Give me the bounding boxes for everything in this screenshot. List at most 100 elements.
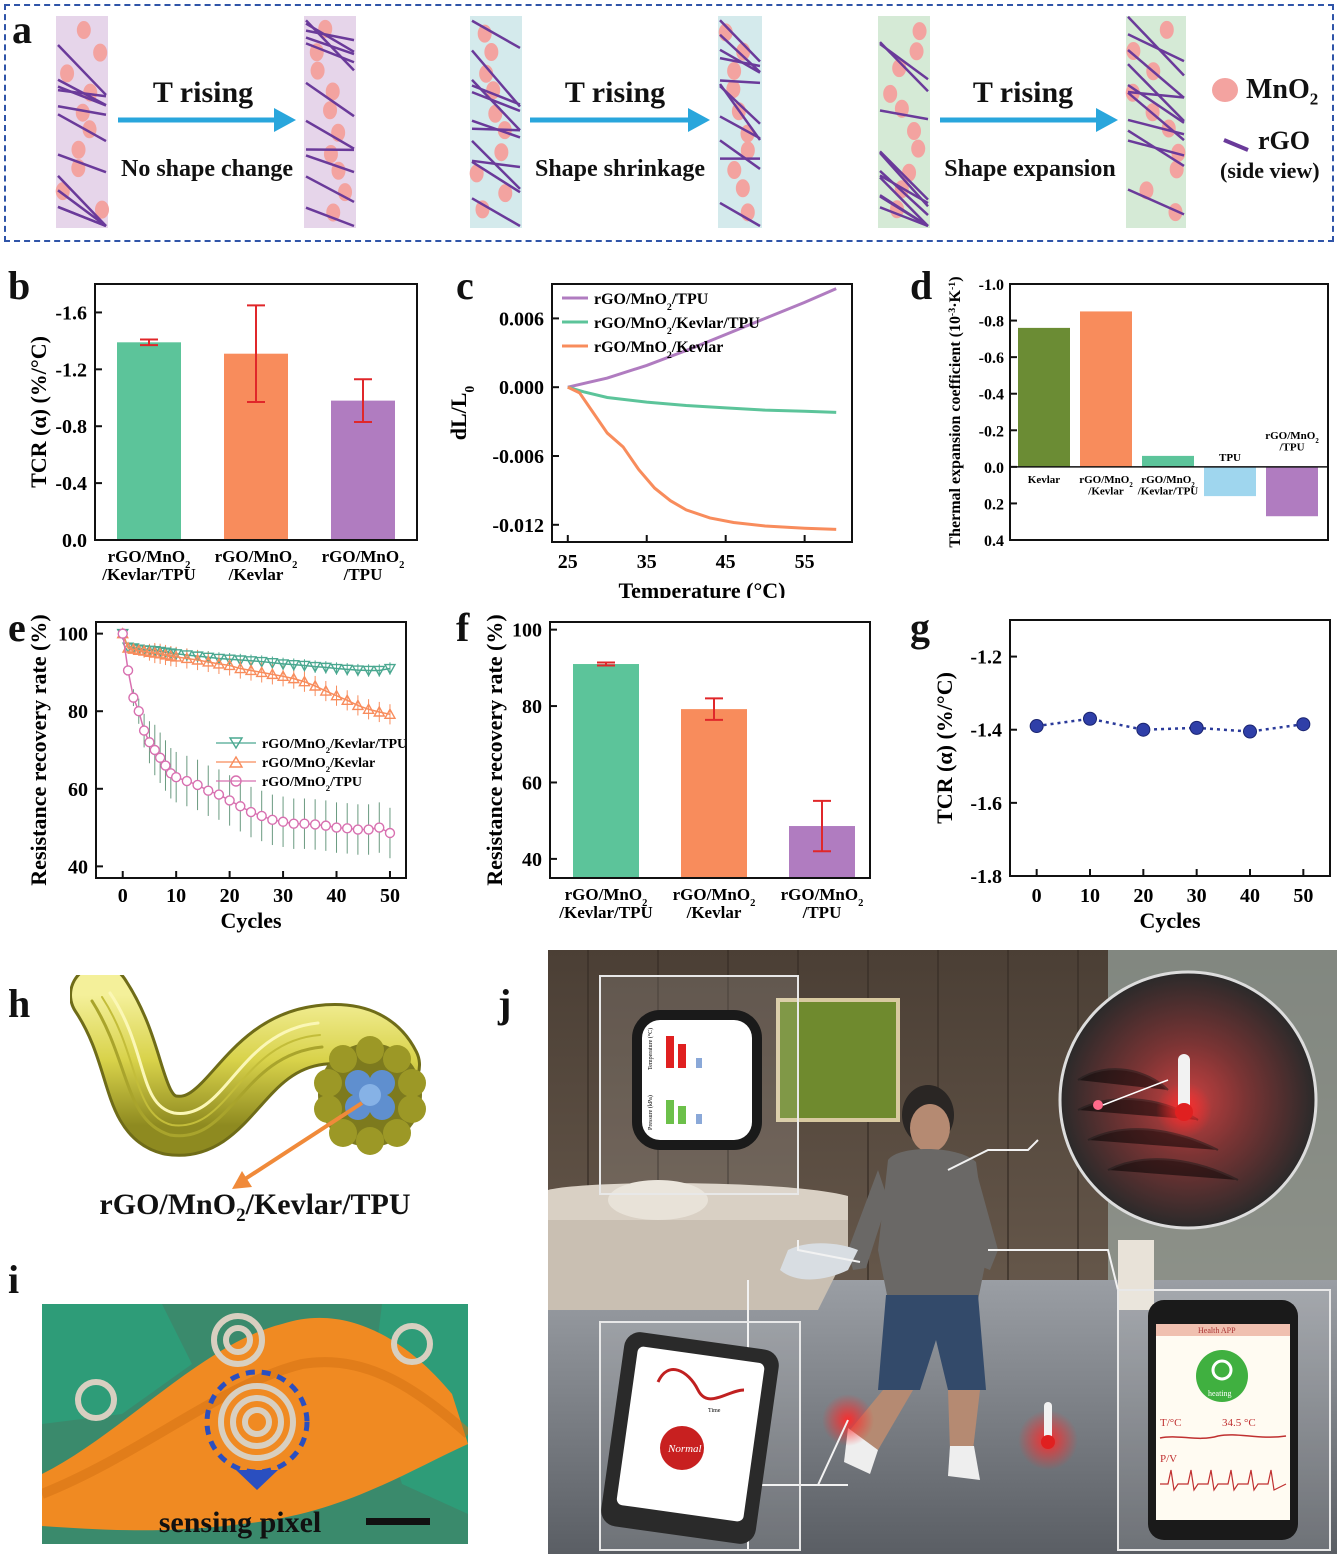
rgo-sheet (1127, 63, 1185, 122)
xtick-label: 50 (1293, 885, 1313, 907)
rgo-sheet (305, 29, 355, 42)
category-label-1: rGO/MnO2 (1079, 474, 1133, 489)
yarn-label: rGO/MnO2/Kevlar/TPU (99, 1188, 411, 1226)
rgo-sheet (305, 119, 355, 150)
ytick-label: -0.4 (979, 387, 1004, 404)
marker-1 (159, 648, 172, 660)
rgo-sheet (719, 85, 761, 125)
marker-2 (203, 785, 214, 796)
marker-1 (127, 642, 140, 654)
marker-1 (319, 684, 333, 696)
bar-0 (117, 342, 181, 540)
rgo-sheet (1127, 15, 1185, 77)
ytick-label: 80 (68, 701, 88, 723)
panel-label-a: a (12, 7, 32, 52)
xtick-label: 55 (795, 551, 815, 573)
mno2-particle (60, 64, 75, 83)
plot-frame (1009, 283, 1329, 541)
mno2-particle (75, 103, 90, 122)
rgo-sheet (879, 206, 929, 228)
series-line-2 (567, 385, 837, 531)
rgo-sheet (1127, 90, 1185, 99)
category-label-3: TPU (1219, 452, 1241, 464)
marker-2 (138, 725, 150, 736)
series-line (1036, 717, 1304, 733)
xtick-label: 50 (380, 885, 400, 907)
rgo-sheet (471, 127, 521, 132)
xtick-label: 20 (1133, 885, 1153, 907)
ytick-label: -0.4 (55, 473, 87, 495)
category-label-0-line2: /Kevlar/TPU (558, 903, 652, 922)
marker-1 (223, 659, 236, 671)
mno2-particle (323, 144, 338, 163)
mno2-particle (93, 43, 108, 62)
arrow-head-2 (688, 108, 710, 132)
category-label-0-line2: /Kevlar/TPU (101, 565, 195, 584)
panel-label-g: g (910, 605, 930, 650)
chart-d: Kevlar rGO/MnO2/KevlarrGO/MnO2/Kevlar/TPU… (947, 276, 1329, 550)
rgo-sheet (879, 41, 929, 93)
data-point-4 (1243, 724, 1257, 739)
data-point-2 (1136, 722, 1151, 737)
rgo-sheet (305, 175, 355, 204)
mno2-particle (488, 104, 503, 123)
rgo-sheet (719, 33, 761, 73)
category-label-1-line2: /Kevlar (1087, 485, 1124, 497)
sweater-zoom-inset (1058, 970, 1318, 1230)
marker-1 (287, 672, 300, 684)
knitted-sensor-photo (42, 1304, 468, 1544)
category-label-2-line2: /TPU (802, 903, 842, 922)
marker-1 (276, 669, 290, 682)
chart-e: rGO/MnO2/Kevlar/TPUrGO/MnO2/KevlarrGO/Mn… (26, 614, 407, 933)
mno2-particle (907, 122, 922, 141)
marker-0 (169, 649, 183, 661)
panel-a-schematic (4, 4, 1334, 242)
category-label-2-line2: /Kevlar/TPU (1137, 485, 1199, 497)
category-label-1: rGO/MnO2 (673, 885, 756, 909)
yarn-cross-section (314, 1036, 426, 1155)
rgo-sheet (57, 113, 107, 143)
marker-1 (266, 667, 279, 680)
ytick-label: 0.2 (984, 496, 1004, 513)
y-axis-label: TCR (α) (%/°C) (26, 336, 51, 488)
category-label-1: rGO/MnO2 (215, 547, 298, 571)
mno2-particle (323, 101, 338, 120)
mno2-particle (883, 84, 898, 103)
marker-1 (212, 657, 226, 669)
rgo-sheet (57, 44, 107, 96)
bar-0 (1018, 327, 1070, 467)
rgo-sheet (1127, 139, 1185, 157)
series-line-1 (567, 385, 837, 414)
marker-1 (180, 652, 194, 664)
arrow1-bottom-label: No shape change (120, 156, 294, 182)
mno2-particle (726, 80, 741, 99)
series-line-0 (567, 287, 837, 389)
marker-0 (287, 659, 300, 672)
rgo-sheet (879, 195, 929, 228)
arrow3-bottom-label: Shape expansion (944, 156, 1116, 182)
ytick-label: 40 (522, 849, 542, 871)
mno2-legend-icon (1212, 78, 1238, 102)
ytick-label: -1.6 (55, 302, 87, 324)
rgo-sheet (471, 197, 521, 228)
category-label-1-line2: /Kevlar (686, 903, 742, 922)
rgo-sheet (305, 42, 355, 64)
marker-0 (202, 652, 215, 664)
marker-0 (308, 661, 322, 674)
marker-1 (137, 644, 151, 656)
mno2-particle (740, 141, 755, 160)
marker-0 (373, 665, 386, 677)
rgo-sheet (1127, 49, 1185, 99)
xtick-label: 30 (273, 885, 293, 907)
marker-2 (122, 665, 134, 676)
marker-1 (121, 641, 135, 653)
panel-label-i: i (8, 1257, 20, 1302)
rgo-sheet (57, 105, 107, 116)
panel-label-h: h (8, 981, 31, 1026)
mno2-particle (909, 42, 924, 61)
marker-2 (299, 818, 310, 829)
marker-0 (383, 663, 397, 675)
marker-0 (180, 650, 194, 662)
marker-0 (298, 660, 311, 672)
marker-1 (330, 689, 343, 701)
